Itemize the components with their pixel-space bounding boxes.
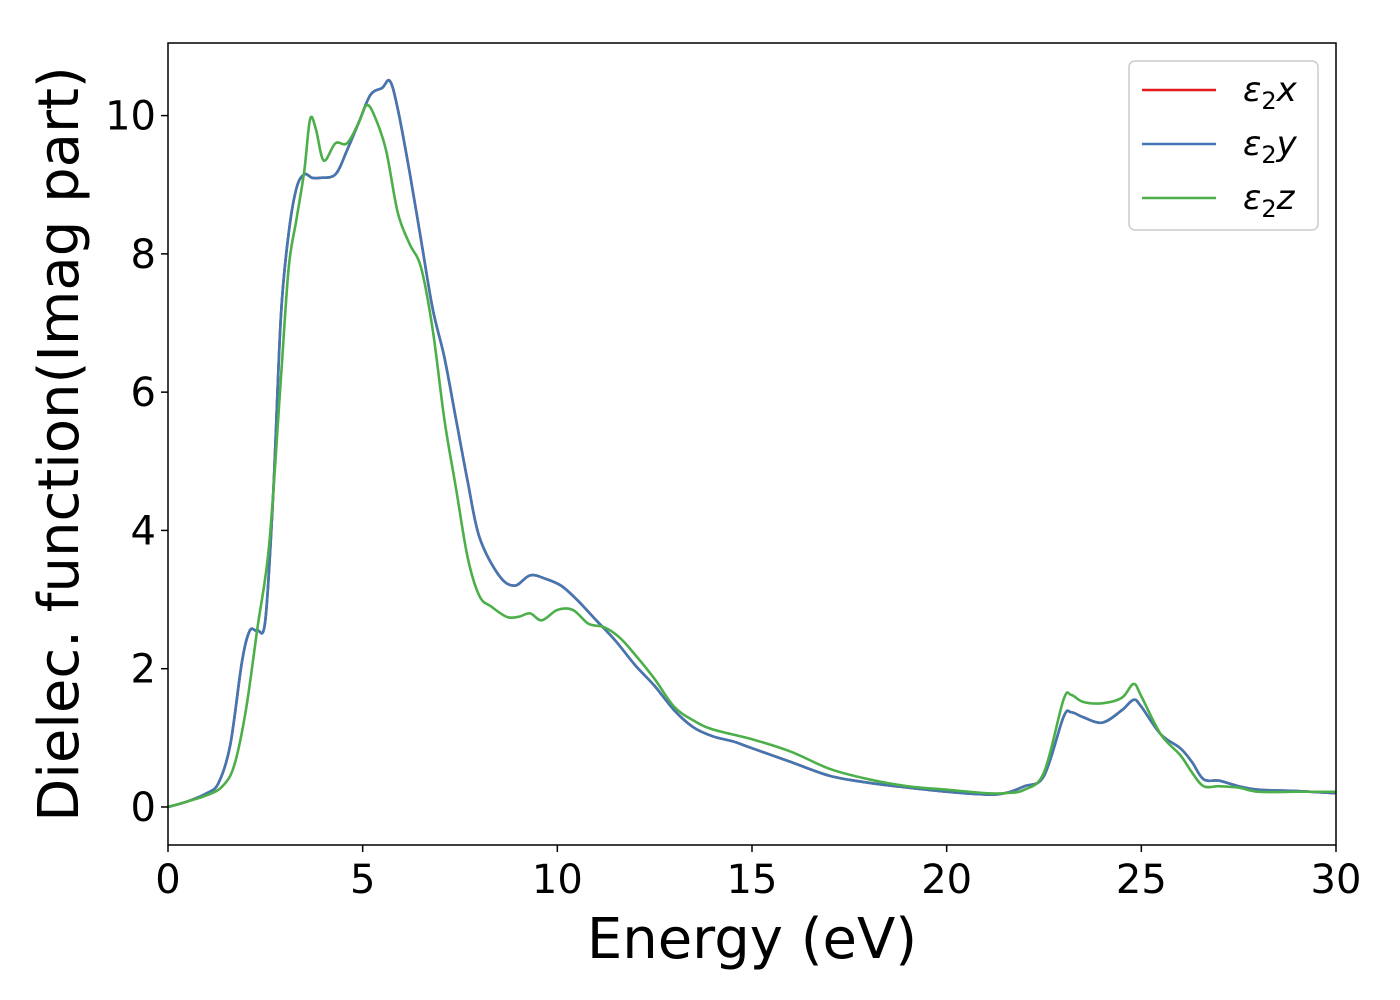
y-axis-ticks: 0 2 4 6 8 10 (105, 94, 168, 831)
y-tick-label: 4 (131, 508, 156, 554)
y-tick-label: 6 (131, 370, 156, 416)
legend-box (1128, 60, 1319, 231)
x-tick-label: 20 (921, 857, 972, 903)
y-tick-label: 10 (105, 94, 156, 140)
legend-label-y: ε2y (1243, 124, 1298, 169)
series-lines (168, 78, 1336, 809)
x-axis-title: Energy (eV) (587, 907, 917, 972)
legend: ε2x ε2y ε2z (1128, 60, 1319, 231)
x-tick-label: 0 (155, 857, 180, 903)
y-axis-title: Dielec. function(Imag part) (27, 66, 92, 822)
x-axis-ticks: 0 5 10 15 20 25 30 (155, 845, 1361, 903)
series-line-y (168, 78, 1336, 809)
y-tick-label: 0 (131, 785, 156, 831)
legend-label-x: ε2x (1243, 70, 1298, 115)
y-tick-label: 8 (131, 232, 156, 278)
x-tick-label: 15 (727, 857, 778, 903)
x-tick-label: 5 (350, 857, 375, 903)
x-tick-label: 30 (1311, 857, 1362, 903)
y-tick-label: 2 (131, 647, 156, 693)
x-tick-label: 25 (1116, 857, 1167, 903)
x-tick-label: 10 (532, 857, 583, 903)
series-line-z (168, 103, 1336, 809)
legend-label-z: ε2z (1243, 178, 1296, 223)
legend-items: ε2x ε2y ε2z (1142, 70, 1298, 223)
